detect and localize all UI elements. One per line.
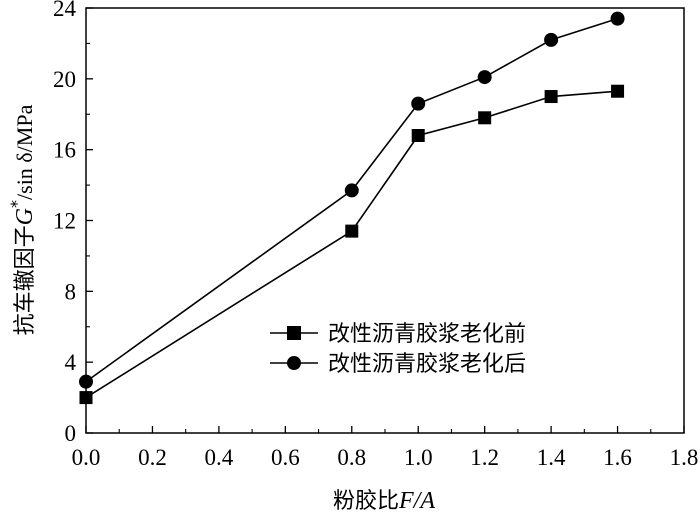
- data-point-square: [544, 90, 558, 104]
- y-tick-label: 24: [53, 0, 77, 21]
- y-tick-label: 12: [53, 209, 76, 234]
- x-tick-label: 1.4: [537, 445, 566, 470]
- data-point-square: [411, 129, 425, 142]
- x-tick-label: 0.0: [72, 445, 101, 470]
- x-tick-label: 0.2: [138, 445, 167, 470]
- data-point-circle: [477, 70, 492, 85]
- legend-marker-square: [287, 326, 301, 340]
- data-point-circle: [544, 32, 559, 47]
- data-point-circle: [411, 96, 426, 111]
- x-tick-label: 0.8: [337, 445, 366, 470]
- x-tick-label: 1.0: [404, 445, 433, 470]
- data-point-circle: [610, 11, 625, 26]
- y-tick-label: 16: [53, 138, 76, 163]
- data-point-square: [478, 111, 492, 125]
- x-tick-label: 1.8: [670, 445, 699, 470]
- y-axis-title: 抗车辙因子G*/sin δ/MPa: [7, 104, 38, 335]
- legend: 改性沥青胶浆老化前 改性沥青胶浆老化后: [270, 322, 526, 377]
- data-point-square: [345, 224, 359, 238]
- y-tick-label: 4: [65, 350, 77, 375]
- y-tick-label: 20: [53, 67, 76, 92]
- series-markers: [79, 11, 625, 405]
- legend-label-before: 改性沥青胶浆老化前: [328, 322, 526, 347]
- data-point-circle: [79, 374, 93, 389]
- data-point-square: [611, 84, 625, 98]
- x-tick-label: 0.6: [271, 445, 300, 470]
- series-lines: [85, 17, 618, 399]
- y-tick-label: 0: [65, 421, 77, 446]
- series-line-0: [85, 90, 618, 399]
- y-tick-label: 8: [65, 279, 77, 304]
- x-tick-label: 1.2: [470, 445, 499, 470]
- legend-marker-circle: [287, 356, 301, 370]
- x-axis: 0.0 0.2 0.4 0.6 0.8 1.0 1.2 1.4 1.6 1.8: [72, 426, 699, 470]
- legend-label-after: 改性沥青胶浆老化后: [328, 352, 526, 377]
- data-point-square: [79, 391, 93, 405]
- x-axis-title: 粉胶比F/A: [333, 488, 435, 514]
- x-tick-label: 1.6: [603, 445, 632, 470]
- y-axis: 0 4 8 12 16 20 24: [53, 0, 93, 446]
- series-line-1: [85, 17, 618, 383]
- data-point-circle: [344, 183, 359, 198]
- x-tick-label: 0.4: [205, 445, 234, 470]
